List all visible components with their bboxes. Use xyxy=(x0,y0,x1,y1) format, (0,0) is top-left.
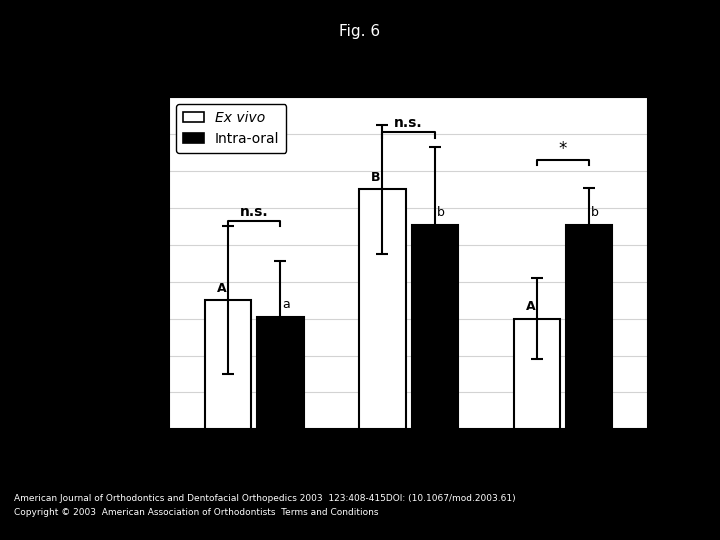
Text: n.s.: n.s. xyxy=(395,117,423,131)
Text: A: A xyxy=(217,282,226,295)
Text: Copyright © 2003  American Association of Orthodontists  Terms and Conditions: Copyright © 2003 American Association of… xyxy=(14,508,379,517)
Text: b: b xyxy=(591,206,599,219)
Text: Fig. 6: Fig. 6 xyxy=(339,24,381,39)
Bar xyxy=(359,190,405,429)
Text: B: B xyxy=(372,171,381,184)
Bar xyxy=(412,225,458,429)
Y-axis label: Mean μₐ: Mean μₐ xyxy=(111,228,126,298)
X-axis label: Ligation Type: Ligation Type xyxy=(346,460,472,477)
Bar xyxy=(257,317,304,429)
Text: a: a xyxy=(282,298,289,311)
Text: American Journal of Orthodontics and Dentofacial Orthopedics 2003  123:408-415DO: American Journal of Orthodontics and Den… xyxy=(14,494,516,503)
Text: b: b xyxy=(436,206,444,219)
Bar xyxy=(513,319,560,429)
Text: n.s.: n.s. xyxy=(240,205,269,219)
Bar xyxy=(566,225,613,429)
Text: A: A xyxy=(526,300,535,313)
Bar xyxy=(204,300,251,429)
Text: *: * xyxy=(559,140,567,158)
Legend: Ex vivo, Intra-oral: Ex vivo, Intra-oral xyxy=(176,104,287,153)
